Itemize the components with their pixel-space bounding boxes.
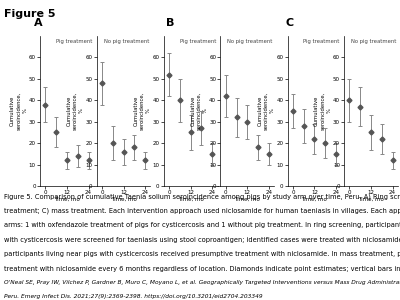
Text: C: C <box>286 19 294 28</box>
Y-axis label: Cumulative
seroincidence,
%: Cumulative seroincidence, % <box>258 92 275 130</box>
Text: treatment; C) mass treatment. Each intervention approach used niclosamide for hu: treatment; C) mass treatment. Each inter… <box>4 208 400 214</box>
Text: O'Neal SE, Pray IW, Vilchez P, Gardner B, Muro C, Moyano L, et al. Geographicall: O'Neal SE, Pray IW, Vilchez P, Gardner B… <box>4 280 400 285</box>
Text: Figure 5. Comparison of cumulative Taenia solium seroincidence among pigs by stu: Figure 5. Comparison of cumulative Taeni… <box>4 194 400 200</box>
X-axis label: Time, mo: Time, mo <box>54 196 80 202</box>
Text: Pig treatment: Pig treatment <box>180 39 216 44</box>
Text: treatment with niclosamide every 6 months regardless of location. Diamonds indic: treatment with niclosamide every 6 month… <box>4 266 400 272</box>
Text: No pig treatment: No pig treatment <box>227 39 273 44</box>
X-axis label: Time, mo: Time, mo <box>358 196 384 202</box>
Text: B: B <box>166 19 174 28</box>
Y-axis label: Cumulative
seroincidence,
%: Cumulative seroincidence, % <box>67 92 84 130</box>
Text: Peru. Emerg Infect Dis. 2021;27(9):2369-2398. https://doi.org/10.3201/eid2704.20: Peru. Emerg Infect Dis. 2021;27(9):2369-… <box>4 294 263 299</box>
Y-axis label: Cumulative
seroincidence,
%: Cumulative seroincidence, % <box>314 92 332 130</box>
X-axis label: Time, mo: Time, mo <box>178 196 204 202</box>
Text: arms: 1 with oxfendazole treatment of pigs for cysticercosis and 1 without pig t: arms: 1 with oxfendazole treatment of pi… <box>4 222 400 228</box>
Text: participants living near pigs with cysticercosis received presumptive treatment : participants living near pigs with cysti… <box>4 251 400 257</box>
X-axis label: Time, mo: Time, mo <box>302 196 327 202</box>
Text: A: A <box>34 19 43 28</box>
Text: Pig treatment: Pig treatment <box>56 39 92 44</box>
Text: No pig treatment: No pig treatment <box>351 39 396 44</box>
X-axis label: Time, mo: Time, mo <box>111 196 136 202</box>
Text: Pig treatment: Pig treatment <box>304 39 340 44</box>
Y-axis label: Cumulative
seroincidence,
%: Cumulative seroincidence, % <box>10 92 28 130</box>
Text: with cysticercosis were screened for taeniasis using stool coproantigen; identif: with cysticercosis were screened for tae… <box>4 237 400 243</box>
Y-axis label: Cumulative
seroincidence,
%: Cumulative seroincidence, % <box>190 92 208 130</box>
X-axis label: Time, mo: Time, mo <box>234 196 260 202</box>
Y-axis label: Cumulative
seroincidence,
%: Cumulative seroincidence, % <box>134 92 151 130</box>
Text: Figure 5: Figure 5 <box>4 9 56 19</box>
Text: No pig treatment: No pig treatment <box>104 39 149 44</box>
